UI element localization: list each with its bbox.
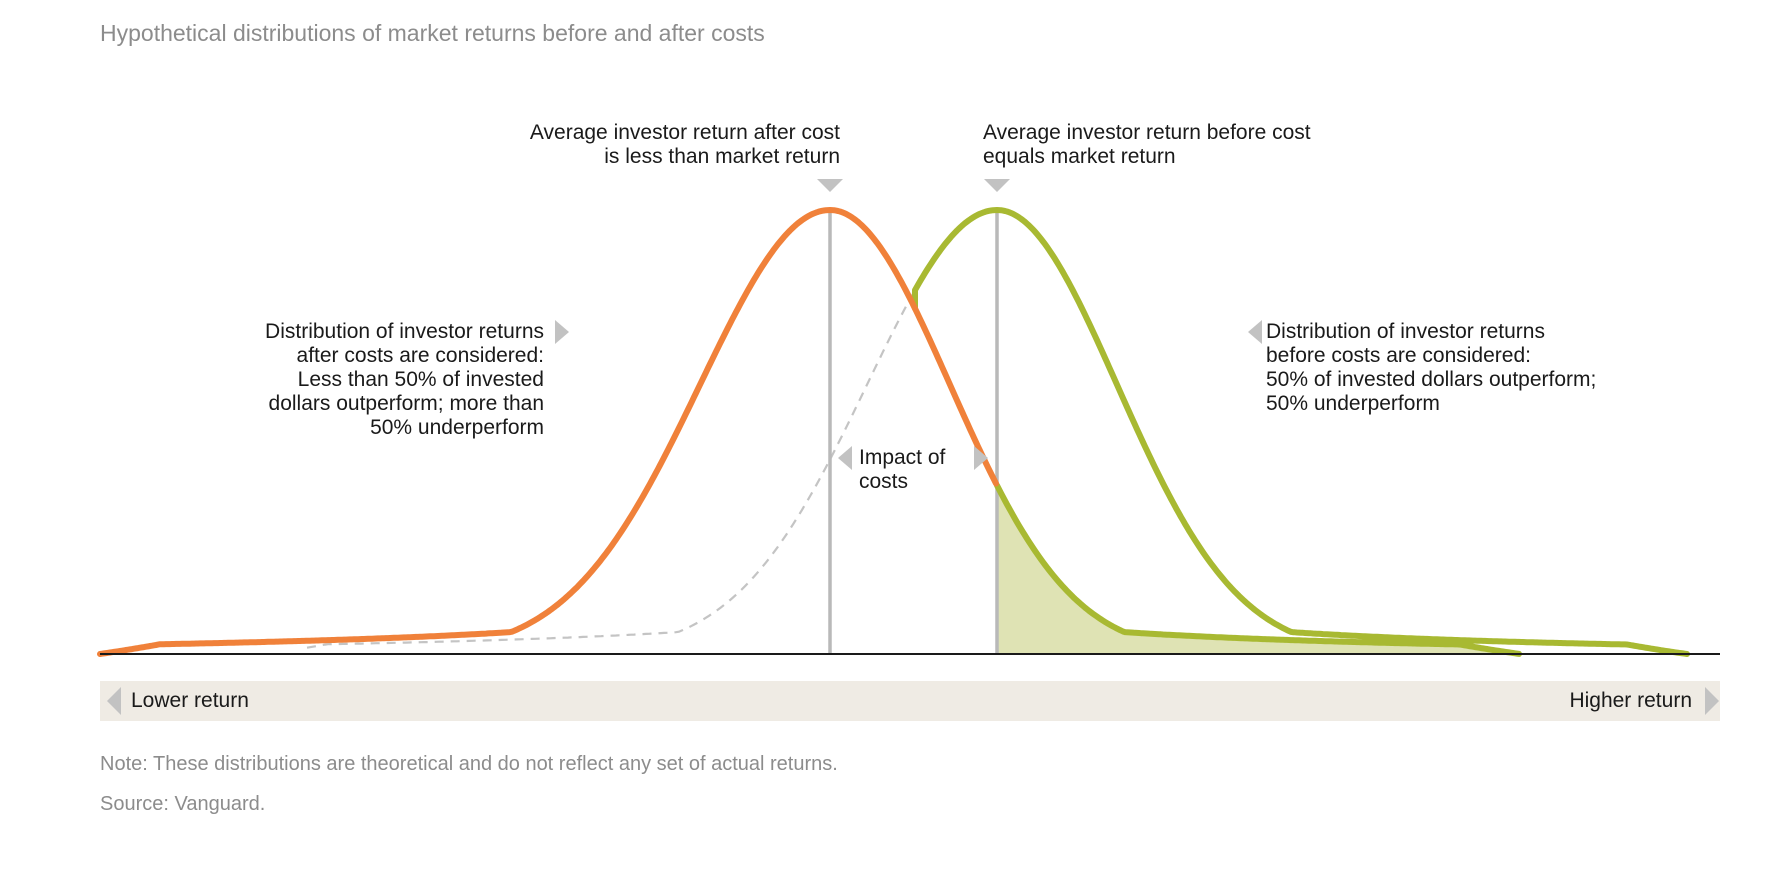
- return-axis-band: [100, 681, 1720, 721]
- impact-arrow-right-icon: [974, 446, 988, 470]
- after-mean-marker-icon: [817, 179, 843, 192]
- after-dist-annotation: Distribution of investor returns after c…: [150, 320, 544, 440]
- before-dist-body-1: 50% of invested dollars outperform;: [1266, 368, 1597, 391]
- before-mean-annotation: Average investor return before cost equa…: [983, 121, 1403, 169]
- after-dist-body-1: Less than 50% of invested: [297, 368, 544, 391]
- after-cost-distribution-curve: [97, 207, 999, 657]
- before-mean-line-2: equals market return: [983, 145, 1176, 168]
- lower-return-label: Lower return: [131, 689, 249, 712]
- after-mean-annotation: Average investor return after cost is le…: [440, 121, 840, 169]
- chart-source: Source: Vanguard.: [100, 793, 266, 815]
- before-dist-heading-1: Distribution of investor returns: [1266, 320, 1545, 343]
- higher-return-arrow-icon: [1705, 687, 1719, 715]
- impact-arrow-left-icon: [838, 446, 852, 470]
- before-mean-line-1: Average investor return before cost: [983, 121, 1311, 144]
- impact-annotation: Impact of costs: [859, 446, 979, 494]
- after-dist-heading-2: after costs are considered:: [296, 344, 544, 367]
- before-dist-heading-2: before costs are considered:: [1266, 344, 1531, 367]
- higher-return-label: Higher return: [1569, 689, 1692, 712]
- lower-return-arrow-icon: [107, 687, 121, 715]
- chart-title: Hypothetical distributions of market ret…: [100, 20, 765, 46]
- impact-line-1: Impact of: [859, 446, 946, 469]
- before-dist-annotation: Distribution of investor returns before …: [1266, 320, 1686, 416]
- before-dist-arrow-left-icon: [1248, 320, 1262, 344]
- after-dist-heading-1: Distribution of investor returns: [265, 320, 544, 343]
- before-cost-left-tail-dashed: [306, 293, 914, 649]
- outperform-shaded-area: [997, 485, 1520, 654]
- after-dist-arrow-right-icon: [555, 320, 569, 344]
- chart-note: Note: These distributions are theoretica…: [100, 753, 838, 775]
- after-mean-line-2: is less than market return: [604, 145, 840, 168]
- after-mean-line-1: Average investor return after cost: [529, 121, 840, 144]
- before-dist-body-2: 50% underperform: [1266, 392, 1440, 415]
- after-dist-body-3: 50% underperform: [370, 416, 544, 439]
- after-dist-body-2: dollars outperform; more than: [268, 392, 544, 415]
- impact-line-2: costs: [859, 470, 909, 493]
- before-cost-distribution-curve: [912, 207, 1690, 657]
- before-mean-marker-icon: [984, 179, 1010, 192]
